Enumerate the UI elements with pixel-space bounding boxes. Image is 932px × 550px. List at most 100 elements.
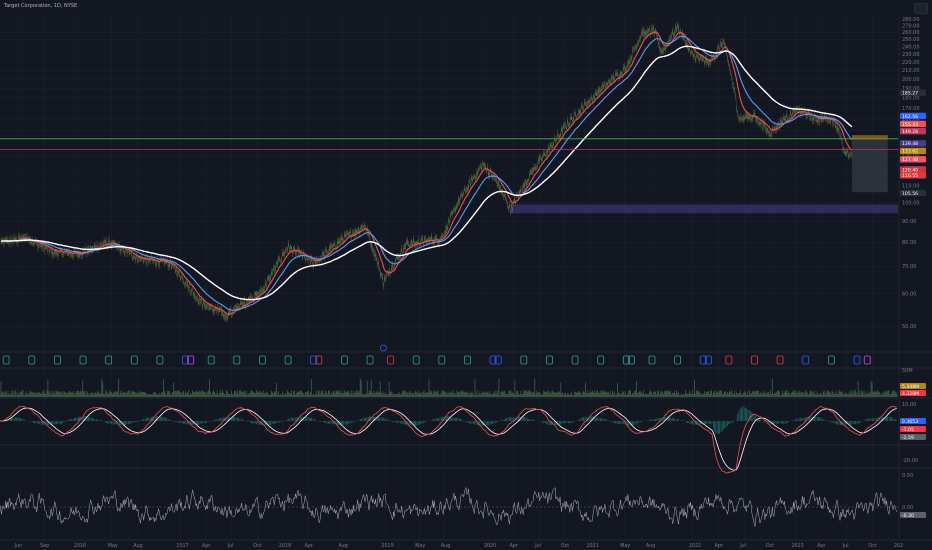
x-tick-label: 2023	[791, 543, 803, 549]
event-marker	[674, 355, 682, 365]
price-badge-label: 149.28	[902, 129, 918, 135]
event-marker	[546, 355, 553, 365]
event-marker	[341, 355, 348, 365]
event-marker	[284, 355, 292, 365]
price-badge-label: 116.55	[902, 173, 918, 179]
y-tick-label: 60.00	[902, 291, 916, 297]
x-tick-label: Apr	[715, 543, 723, 549]
event-marker	[597, 355, 605, 365]
x-tick-label: Apr	[305, 543, 313, 549]
ema-slow-line	[0, 45, 853, 301]
volume-bars	[0, 378, 898, 397]
x-tick-label: Jun	[13, 543, 22, 549]
price-badge-label: 162.56	[902, 114, 918, 120]
y-tick-label: 70.00	[902, 264, 916, 270]
y-tick-label: 280.00	[902, 17, 920, 23]
event-marker	[259, 355, 266, 365]
x-tick-label: Jul	[739, 543, 746, 549]
y-tick-label: 210.00	[902, 68, 920, 74]
event-marker	[725, 355, 733, 365]
x-tick-label: Apr	[510, 543, 518, 549]
y-tick-label: 90.00	[902, 219, 916, 225]
y-tick-label: 220.00	[902, 60, 920, 66]
chart-settings-button[interactable]	[914, 3, 928, 14]
macd-badge-label: -1.05	[902, 427, 914, 433]
y-tick-label: 100.00	[902, 200, 920, 206]
event-marker	[751, 355, 758, 365]
event-marker	[571, 355, 579, 365]
macd-badge-label: -1.59	[902, 435, 914, 441]
x-tick-label: Aug	[646, 543, 655, 549]
x-tick-label: Oct	[561, 543, 569, 549]
y-tick-label: 160.00	[902, 117, 920, 123]
event-marker	[2, 355, 10, 365]
x-tick-label: Oct	[766, 543, 774, 549]
y-tick-label: 270.00	[902, 23, 920, 29]
x-tick-label: May	[415, 543, 425, 549]
x-tick-label: 202	[894, 543, 903, 549]
price-badge	[900, 166, 926, 173]
oscillator-badge	[900, 512, 926, 518]
x-tick-label: Aug	[441, 543, 450, 549]
event-marker	[79, 355, 87, 365]
event-marker	[464, 355, 471, 365]
x-tick-label: May	[620, 543, 630, 549]
x-tick-label: 2021	[586, 543, 598, 549]
event-marker	[628, 355, 635, 365]
event-marker	[648, 355, 656, 365]
x-tick-label: 2022	[689, 543, 701, 549]
event-marker	[853, 355, 861, 365]
ema-fast-line	[0, 31, 853, 316]
price-badge	[900, 147, 926, 155]
macd-signal-line	[0, 407, 897, 471]
macd-badge	[900, 426, 926, 432]
event-marker	[54, 355, 61, 365]
price-badge	[900, 172, 926, 179]
y-tick-label: 50.00	[902, 324, 916, 330]
macd-histogram	[0, 406, 897, 434]
x-tick-label: Jul	[842, 543, 849, 549]
x-tick-label: 2019	[381, 543, 393, 549]
price-badge-label: 185.27	[902, 90, 918, 96]
price-badge	[900, 156, 926, 163]
x-tick-label: Oct	[253, 543, 261, 549]
price-badge-label: 139.48	[902, 141, 918, 147]
y-tick-label: 180.00	[902, 96, 920, 102]
y-tick-label: 250.00	[902, 37, 920, 43]
event-marker	[704, 355, 712, 365]
event-marker	[130, 355, 138, 365]
macd-axis-label: 10.00	[902, 402, 916, 408]
x-tick-label: 2016	[74, 543, 86, 549]
event-marker	[438, 355, 446, 365]
y-tick-label: 200.00	[902, 77, 920, 83]
event-marker	[802, 355, 810, 365]
price-badge	[900, 112, 926, 120]
volume-badge-label: 5.348M	[902, 384, 919, 390]
x-tick-label: Aug	[338, 543, 347, 549]
price-line	[0, 23, 853, 321]
event-marker	[187, 355, 195, 365]
event-marker-top	[379, 344, 387, 352]
price-candles	[0, 21, 853, 323]
event-marker	[315, 355, 323, 365]
y-tick-label: 80.00	[902, 240, 916, 246]
x-tick-label: 2020	[484, 543, 496, 549]
macd-badge	[900, 418, 926, 424]
price-badge-label: 120.40	[902, 167, 918, 173]
event-marker	[699, 355, 707, 365]
event-marker	[310, 355, 318, 365]
event-marker	[207, 355, 215, 365]
event-marker	[622, 355, 630, 365]
x-tick-label: Jul	[227, 543, 234, 549]
x-tick-label: Sep	[40, 543, 49, 549]
oscillator-line	[0, 486, 898, 527]
event-marker	[366, 355, 374, 365]
y-tick-label: 110.00	[902, 183, 920, 189]
y-tick-label: 230.00	[902, 52, 920, 58]
macd-line	[0, 405, 897, 474]
price-badge	[900, 120, 926, 128]
price-badge	[900, 127, 926, 135]
x-tick-label: 2017	[176, 543, 188, 549]
support-zone	[510, 204, 898, 214]
